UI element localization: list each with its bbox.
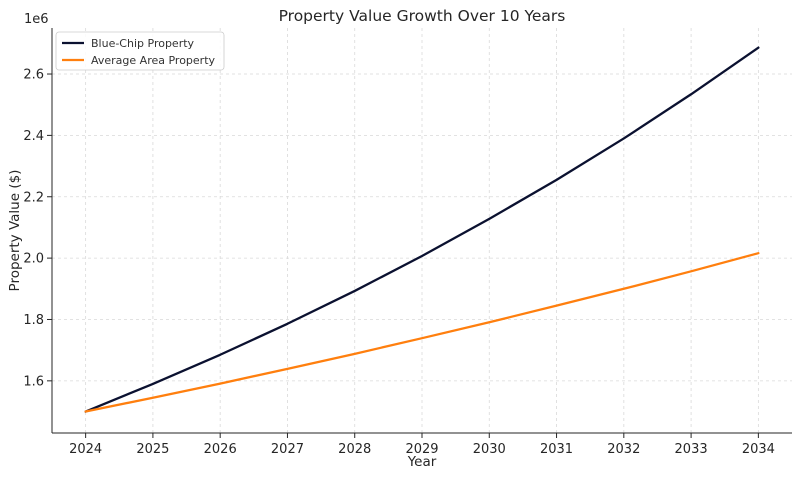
x-tick-label: 2028 (338, 442, 371, 457)
y-tick-label: 2.6 (23, 68, 44, 83)
series-lines (84, 46, 760, 413)
series-line-0 (84, 46, 760, 413)
x-axis-label: Year (407, 454, 437, 470)
chart-title: Property Value Growth Over 10 Years (279, 7, 566, 25)
y-tick-label: 1.8 (23, 313, 44, 328)
legend: Blue-Chip Property Average Area Property (55, 31, 225, 71)
axes: 2024 2025 2026 2027 2028 2029 2030 2031 2032 2033… (23, 28, 792, 457)
legend-label-0: Blue-Chip Property (91, 37, 195, 50)
grid (52, 28, 792, 433)
series-line-1 (84, 252, 760, 413)
x-tick-label: 2029 (405, 442, 438, 457)
y-axis-label: Property Value ($) (7, 170, 23, 292)
x-tick-label: 2025 (136, 442, 169, 457)
legend-label-1: Average Area Property (91, 54, 216, 67)
x-tick-label: 2030 (473, 442, 506, 457)
x-tick-label: 2033 (675, 442, 708, 457)
y-tick-label: 2.2 (23, 190, 44, 205)
x-tick-label: 2034 (742, 442, 775, 457)
legend-box (55, 31, 225, 71)
y-tick-label: 1.6 (23, 374, 44, 389)
y-axis-offset-label: 1e6 (24, 12, 49, 27)
x-tick-label: 2024 (69, 442, 102, 457)
x-tick-label: 2032 (607, 442, 640, 457)
x-tick-label: 2031 (540, 442, 573, 457)
y-tick-label: 2.4 (23, 129, 44, 144)
x-tick-label: 2027 (271, 442, 304, 457)
y-tick-label: 2.0 (23, 252, 44, 267)
x-tick-label: 2026 (204, 442, 237, 457)
